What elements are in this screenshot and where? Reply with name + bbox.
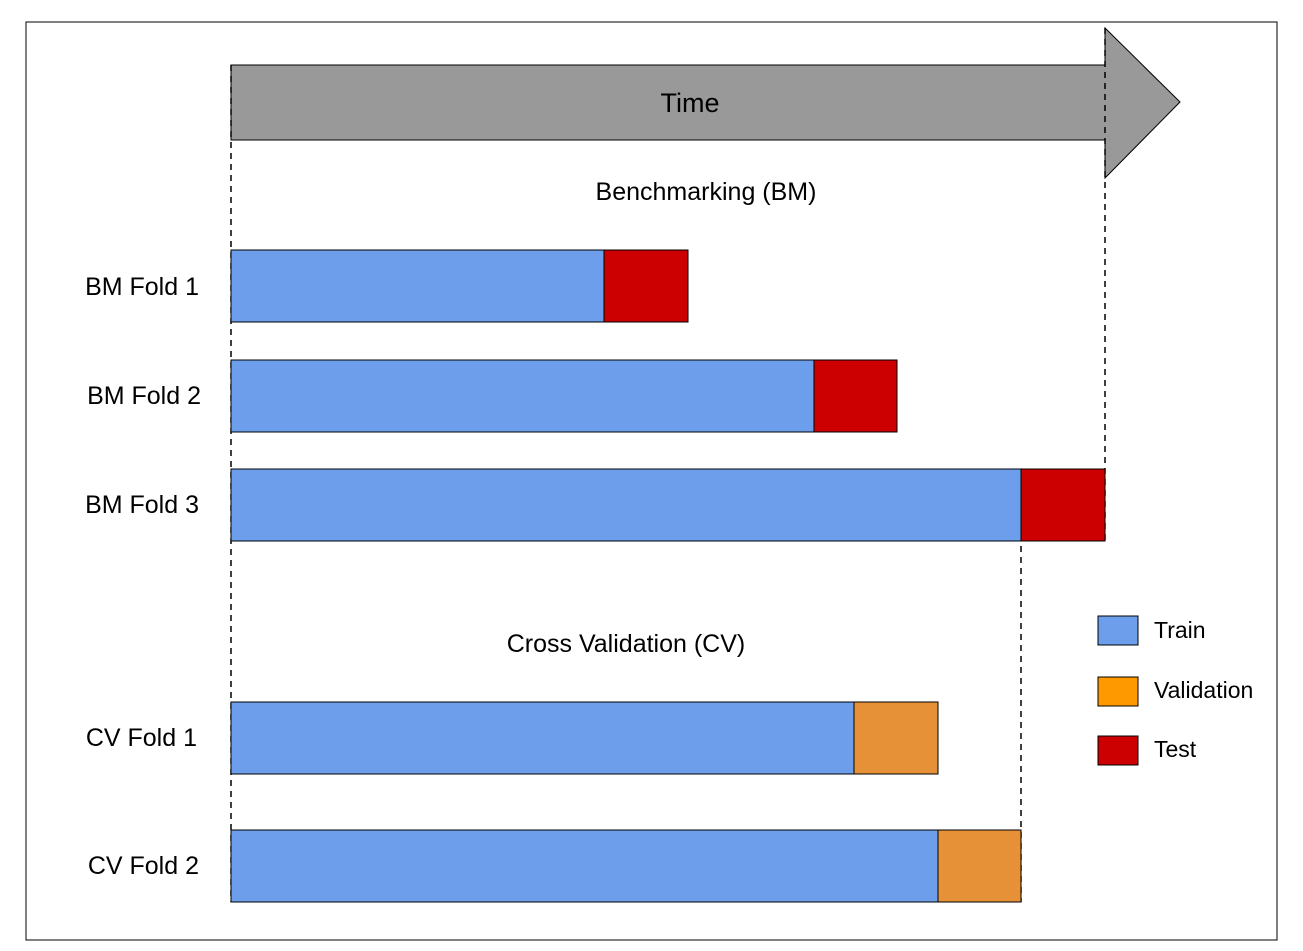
legend-validation-label: Validation bbox=[1154, 677, 1253, 703]
cv-fold-1-label: CV Fold 1 bbox=[86, 724, 197, 752]
bm-fold-3-test-segment bbox=[1020, 468, 1106, 542]
bm-fold-1-label: BM Fold 1 bbox=[85, 273, 199, 301]
legend-test-label: Test bbox=[1154, 736, 1197, 762]
cv-fold-1-train-segment bbox=[230, 701, 855, 775]
cv-fold-2-validation-segment bbox=[937, 829, 1022, 903]
legend-validation-swatch bbox=[1097, 676, 1139, 707]
legend-train-label: Train bbox=[1154, 617, 1206, 643]
legend: Train Validation Test bbox=[1097, 615, 1253, 766]
benchmarking-section-title: Benchmarking (BM) bbox=[596, 178, 817, 206]
cross-validation-section-title: Cross Validation (CV) bbox=[507, 630, 746, 658]
bm-fold-3-train-segment bbox=[230, 468, 1022, 542]
cv-fold-2-label: CV Fold 2 bbox=[88, 852, 199, 880]
bm-fold-2-label: BM Fold 2 bbox=[87, 382, 201, 410]
bm-fold-1-test-segment bbox=[603, 249, 689, 323]
time-arrow-label: Time bbox=[661, 88, 720, 118]
bm-fold-1-train-segment bbox=[230, 249, 605, 323]
bm-fold-2-test-segment bbox=[813, 359, 898, 433]
cv-fold-2-train-segment bbox=[230, 829, 939, 903]
time-arrow bbox=[230, 26, 1181, 180]
legend-train-swatch bbox=[1097, 615, 1139, 646]
cv-fold-1-validation-segment bbox=[853, 701, 939, 775]
legend-test-swatch bbox=[1097, 735, 1139, 766]
bm-fold-2-train-segment bbox=[230, 359, 815, 433]
bm-fold-3-label: BM Fold 3 bbox=[85, 491, 199, 519]
